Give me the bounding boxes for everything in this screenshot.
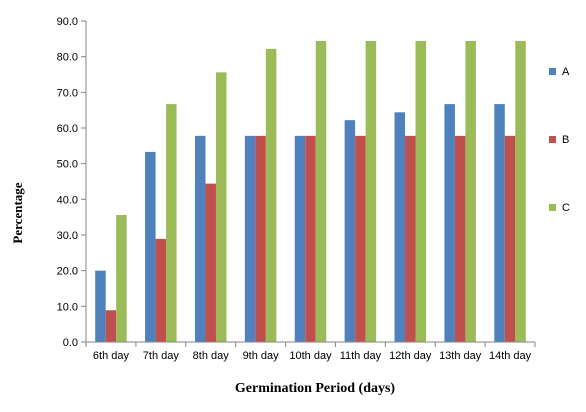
bar-b — [205, 183, 216, 342]
bar-c — [415, 40, 427, 343]
bar-a — [394, 112, 406, 342]
y-tick-label: 20.0 — [57, 266, 78, 278]
bar-a — [194, 135, 206, 342]
legend: A B C — [549, 66, 570, 214]
bar-c — [365, 40, 377, 343]
bar-a — [494, 104, 505, 342]
legend-label-b: B — [562, 134, 569, 146]
x-tick-label: 12th day — [389, 350, 432, 362]
legend-label-c: C — [562, 202, 570, 214]
x-tick-label: 8th day — [193, 350, 230, 362]
bar-c — [215, 72, 227, 343]
bar-b — [355, 135, 366, 342]
bars-group — [95, 40, 526, 343]
bar-a — [145, 151, 156, 342]
x-tick-label: 14th day — [489, 350, 532, 362]
bar-b — [155, 238, 167, 342]
legend-label-a: A — [562, 66, 570, 78]
bar-c — [315, 40, 327, 343]
legend-swatch-b — [549, 136, 556, 143]
x-tick-label: 13th day — [439, 350, 482, 362]
y-tick-label: 80.0 — [57, 52, 78, 64]
y-tick-label: 90.0 — [57, 16, 78, 28]
bar-a — [344, 120, 356, 342]
bar-c — [116, 215, 127, 342]
y-axis-title: Percentage — [10, 182, 25, 243]
bar-b — [454, 135, 466, 342]
x-tick-label: 6th day — [93, 350, 130, 362]
bar-b — [305, 135, 316, 342]
bar-a — [244, 135, 256, 342]
x-tick-label: 9th day — [243, 350, 280, 362]
bar-a — [95, 270, 106, 342]
bar-b — [255, 135, 266, 342]
axes-group: 0.0 10.0 20.0 30.0 40.0 50.0 60.0 70.0 80.0 90.0 6… — [57, 16, 536, 362]
y-tick-label: 10.0 — [57, 301, 78, 313]
x-axis-title: Germination Period (days) — [235, 381, 396, 396]
bar-b — [405, 135, 416, 342]
bar-b — [504, 135, 516, 342]
bar-c — [515, 40, 526, 343]
y-tick-label: 70.0 — [57, 87, 78, 99]
bar-c — [265, 48, 277, 342]
y-tick-label: 60.0 — [57, 123, 78, 135]
x-tick-label: 7th day — [143, 350, 180, 362]
legend-swatch-c — [549, 204, 556, 211]
x-tick-label: 11th day — [340, 350, 382, 362]
y-tick-label: 40.0 — [57, 194, 78, 206]
legend-swatch-a — [549, 68, 556, 75]
x-tick-label: 10th day — [289, 350, 332, 362]
bar-c — [465, 40, 476, 343]
bar-b — [105, 310, 117, 342]
bar-a — [444, 104, 455, 342]
bar-c — [166, 104, 177, 342]
y-tick-label: 0.0 — [63, 337, 78, 349]
bar-a — [294, 135, 306, 342]
y-tick-label: 50.0 — [57, 159, 78, 171]
y-tick-label: 30.0 — [57, 230, 78, 242]
